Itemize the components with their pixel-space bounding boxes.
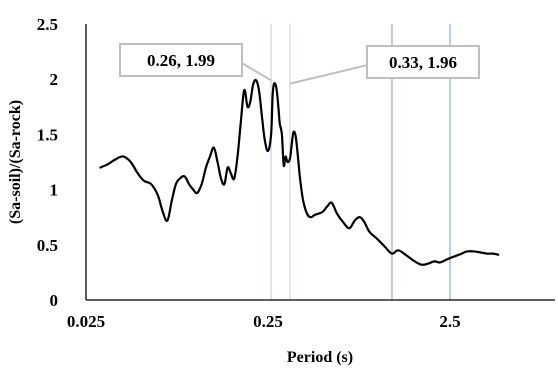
callouts: 0.26, 1.99 0.33, 1.96 bbox=[119, 43, 480, 85]
callout-box-0 bbox=[119, 43, 243, 77]
series-group bbox=[99, 78, 500, 266]
y-tick-label-3: 1.5 bbox=[37, 125, 58, 144]
y-axis-title: (Sa-soil)/(Sa-rock) bbox=[7, 100, 24, 224]
callout-box-1 bbox=[366, 45, 480, 79]
y-tick-label-5: 2.5 bbox=[37, 15, 58, 34]
y-tick-label-0: 0 bbox=[50, 291, 59, 310]
x-tick-label-1: 0.25 bbox=[253, 312, 283, 331]
y-tick-label-1: 0.5 bbox=[37, 236, 58, 255]
x-tick-label-0: 0.025 bbox=[67, 312, 105, 331]
axes bbox=[85, 24, 555, 301]
callout-label-1: 0.33, 1.96 bbox=[389, 53, 457, 72]
callout-label-0: 0.26, 1.99 bbox=[147, 51, 215, 70]
callout-leader-1 bbox=[289, 64, 368, 85]
tick-labels: 0 0.5 1 1.5 2 2.5 0.025 0.25 2.5 bbox=[37, 15, 461, 331]
series-line-0 bbox=[99, 78, 500, 266]
y-tick-label-2: 1 bbox=[50, 181, 59, 200]
x-axis-title: Period (s) bbox=[287, 349, 353, 366]
x-tick-label-2: 2.5 bbox=[439, 312, 460, 331]
callout-leader-0 bbox=[241, 62, 272, 82]
y-tick-label-4: 2 bbox=[50, 70, 59, 89]
